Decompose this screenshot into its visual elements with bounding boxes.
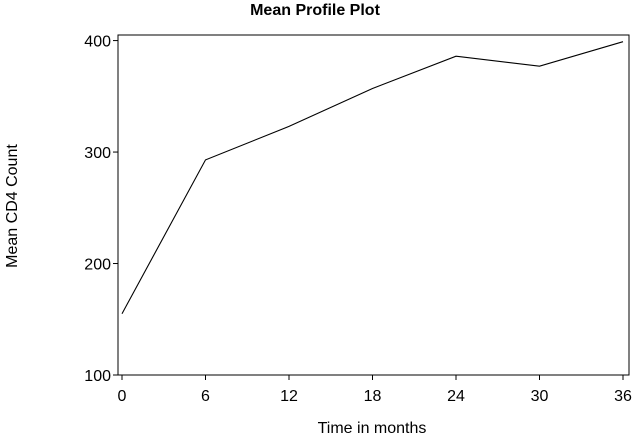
x-tick-label: 0 xyxy=(118,388,127,405)
chart-title: Mean Profile Plot xyxy=(250,2,380,19)
x-tick-label: 6 xyxy=(201,388,210,405)
x-tick-label: 30 xyxy=(531,388,549,405)
plot-frame xyxy=(117,34,630,376)
x-tick-label: 24 xyxy=(447,388,465,405)
y-axis-label: Mean CD4 Count xyxy=(4,144,21,268)
x-tick-label: 12 xyxy=(280,388,298,405)
series-line-mean-cd4 xyxy=(121,41,624,314)
x-tick-label: 36 xyxy=(614,388,632,405)
y-tick-label: 300 xyxy=(84,145,111,162)
y-tick-label: 200 xyxy=(84,257,111,274)
x-axis: 0 6 12 18 24 30 36 xyxy=(118,375,632,405)
y-tick-label: 100 xyxy=(84,368,111,385)
y-tick-label: 400 xyxy=(84,34,111,51)
x-axis-label: Time in months xyxy=(318,420,427,437)
y-axis: 100 200 300 400 xyxy=(84,34,118,385)
x-tick-label: 18 xyxy=(364,388,382,405)
